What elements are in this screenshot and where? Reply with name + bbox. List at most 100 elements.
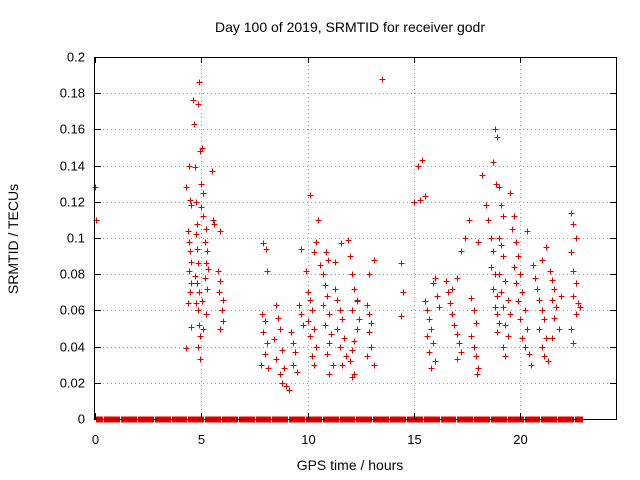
- data-point: [186, 239, 193, 246]
- data-point: [332, 286, 339, 293]
- data-point: [195, 344, 202, 351]
- data-point: [260, 240, 267, 247]
- data-point: [337, 307, 344, 314]
- data-point: [326, 311, 333, 318]
- data-point: [307, 297, 314, 304]
- data-point: [505, 297, 512, 304]
- data-point: [475, 239, 482, 246]
- data-point: [202, 275, 209, 282]
- data-point: [568, 326, 575, 333]
- data-point: [200, 213, 207, 220]
- data-point: [490, 159, 497, 166]
- data-point: [568, 249, 575, 256]
- data-point: [471, 344, 478, 351]
- data-point: [366, 329, 373, 336]
- data-point: [424, 307, 431, 314]
- data-point: [326, 340, 333, 347]
- data-point: [262, 351, 269, 358]
- data-point: [471, 307, 478, 314]
- y-tick-label: 0.12: [60, 195, 85, 210]
- data-point: [347, 253, 354, 260]
- data-point: [217, 278, 224, 285]
- data-point: [338, 240, 345, 247]
- data-point: [434, 293, 441, 300]
- data-point: [277, 326, 284, 333]
- data-point: [283, 383, 290, 390]
- data-point: [498, 202, 505, 209]
- data-point: [524, 326, 531, 333]
- data-point: [549, 335, 556, 342]
- data-point: [195, 260, 202, 267]
- data-point: [515, 298, 522, 305]
- data-point: [364, 353, 371, 360]
- data-point: [349, 374, 356, 381]
- data-point: [568, 210, 575, 217]
- data-point: [430, 280, 437, 287]
- y-tick-label: 0.16: [60, 122, 85, 137]
- data-point: [205, 266, 212, 273]
- data-point: [300, 322, 307, 329]
- data-point: [188, 202, 195, 209]
- data-point: [192, 164, 199, 171]
- y-tick-label: 0.04: [60, 340, 85, 355]
- data-point: [547, 268, 554, 275]
- data-point: [200, 190, 207, 197]
- data-point: [279, 347, 286, 354]
- data-point: [203, 226, 210, 233]
- data-point: [322, 322, 329, 329]
- data-point: [530, 262, 537, 269]
- y-tick-label: 0.08: [60, 267, 85, 282]
- data-point: [209, 168, 216, 175]
- y-tick-label: 0.06: [60, 303, 85, 318]
- data-point: [199, 145, 206, 152]
- y-tick-label: 0.18: [60, 86, 85, 101]
- data-point: [292, 349, 299, 356]
- data-point: [203, 311, 210, 318]
- data-point: [364, 302, 371, 309]
- y-tick-label: 0.02: [60, 376, 85, 391]
- data-point: [188, 324, 195, 331]
- data-point: [573, 235, 580, 242]
- data-point: [490, 248, 497, 255]
- data-point: [349, 271, 356, 278]
- data-point: [264, 268, 271, 275]
- data-point: [493, 181, 500, 188]
- data-point: [454, 331, 461, 338]
- data-point: [458, 349, 465, 356]
- data-point: [519, 289, 526, 296]
- data-point: [551, 286, 558, 293]
- data-point: [186, 268, 193, 275]
- data-point: [185, 228, 192, 235]
- data-point: [325, 257, 332, 264]
- data-point: [265, 365, 272, 372]
- tick-layer: 0 0.02 0.04 0.06 0.08 0.1 0.12 0.14 0.16 0.18 0.2 0…: [60, 50, 616, 447]
- data-point: [277, 371, 284, 378]
- data-point: [445, 289, 452, 296]
- data-point: [190, 97, 197, 104]
- data-point: [573, 280, 580, 287]
- data-point: [474, 371, 481, 378]
- data-point: [549, 297, 556, 304]
- data-point: [320, 271, 327, 278]
- data-point: [507, 311, 514, 318]
- data-point: [305, 289, 312, 296]
- data-point: [473, 353, 480, 360]
- data-point: [260, 329, 267, 336]
- data-point: [496, 184, 503, 191]
- data-point: [570, 340, 577, 347]
- data-point: [345, 237, 352, 244]
- data-point: [194, 280, 201, 287]
- data-point: [400, 289, 407, 296]
- data-point: [315, 217, 322, 224]
- data-point: [494, 134, 501, 141]
- data-point: [217, 326, 224, 333]
- data-point: [443, 278, 450, 285]
- data-point: [551, 315, 558, 322]
- data-point: [313, 344, 320, 351]
- data-point: [500, 304, 507, 311]
- data-point: [485, 217, 492, 224]
- data-point: [203, 260, 210, 267]
- data-point: [191, 121, 198, 128]
- data-point: [323, 249, 330, 256]
- data-point: [294, 369, 301, 376]
